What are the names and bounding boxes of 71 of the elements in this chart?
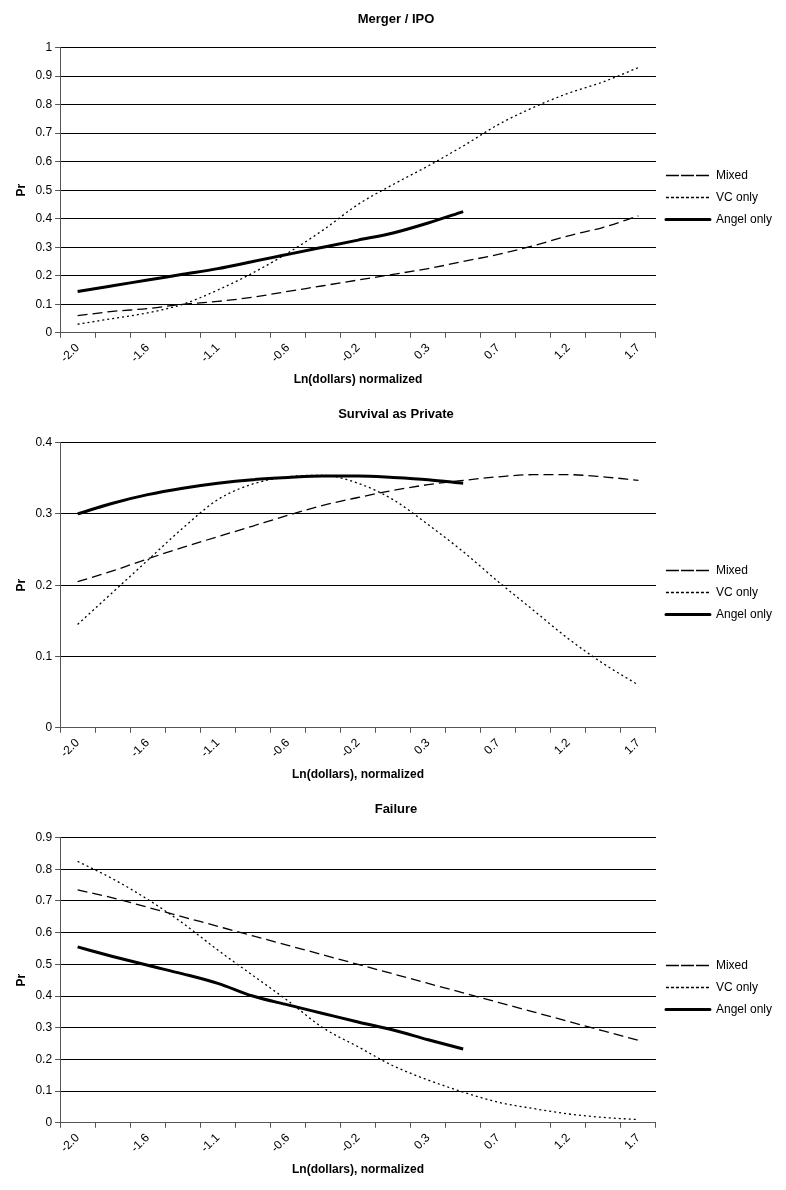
legend-label: VC only (715, 584, 758, 599)
y-tick-label: 0.2 (35, 1051, 53, 1066)
x-tick-label: -0.6 (267, 1130, 293, 1155)
y-tick-label: 0.7 (35, 125, 53, 140)
x-tick-label: -2.0 (57, 1130, 83, 1155)
x-tick-label: -2.0 (57, 735, 83, 760)
y-tick-label: 0.1 (35, 648, 53, 663)
y-tick-label: 0.5 (35, 956, 53, 971)
y-tick-label: 0 (45, 1115, 53, 1130)
x-tick-label: 0.7 (480, 735, 503, 758)
y-tick-label: 0.9 (35, 829, 53, 844)
x-tick-label: 0.3 (410, 1130, 433, 1153)
y-tick-label: 0.8 (35, 96, 53, 111)
y-axis-title: Pr (13, 973, 28, 987)
x-tick-label: -1.1 (197, 735, 223, 760)
x-tick-label: -2.0 (57, 340, 83, 365)
chart-title: Failure (374, 801, 418, 817)
x-tick-label: 1.7 (621, 735, 644, 758)
x-tick-label: 0.3 (410, 340, 433, 363)
x-tick-label: -1.1 (197, 340, 223, 365)
legend-label: Mixed (715, 562, 748, 577)
y-axis-title: Pr (13, 578, 28, 592)
y-tick-label: 1 (45, 39, 53, 54)
x-tick-label: 1.7 (621, 340, 644, 363)
x-axis-title: Ln(dollars) normalized (293, 372, 423, 387)
y-tick-label: 0.1 (35, 1083, 53, 1098)
y-tick-label: 0.4 (35, 988, 53, 1003)
legend-label: Angel only (715, 1001, 773, 1016)
legend-label: Mixed (715, 957, 748, 972)
x-tick-label: 1.2 (551, 1130, 574, 1153)
x-tick-label: 1.2 (551, 340, 574, 363)
y-tick-label: 0.4 (35, 211, 53, 226)
y-tick-label: 0.4 (35, 434, 53, 449)
y-tick-label: 0.6 (35, 153, 53, 168)
y-tick-label: 0.2 (35, 577, 53, 592)
chart-title: Merger / IPO (357, 11, 435, 27)
y-tick-label: 0 (45, 325, 53, 340)
y-tick-label: 0.5 (35, 182, 53, 197)
x-tick-label: 1.2 (551, 735, 574, 758)
x-tick-label: -0.2 (337, 1130, 363, 1155)
legend-label: VC only (715, 189, 758, 204)
x-tick-label: -1.6 (127, 1130, 153, 1155)
x-tick-label: -1.1 (197, 1130, 223, 1155)
y-tick-label: 0.9 (35, 68, 53, 83)
legend-label: Angel only (715, 211, 773, 226)
legend-label: Mixed (715, 167, 748, 182)
legend-label: Angel only (715, 606, 773, 621)
y-tick-label: 0.7 (35, 893, 53, 908)
x-tick-label: -1.6 (127, 735, 153, 760)
x-tick-label: -0.6 (267, 340, 293, 365)
y-tick-label: 0.3 (35, 1020, 53, 1035)
y-axis-title: Pr (13, 183, 28, 197)
y-tick-label: 0.1 (35, 296, 53, 311)
x-axis-title: Ln(dollars), normalized (292, 767, 425, 782)
x-tick-label: -0.2 (337, 735, 363, 760)
y-tick-label: 0.3 (35, 506, 53, 521)
y-tick-label: 0.3 (35, 239, 53, 254)
x-tick-label: 0.7 (480, 1130, 503, 1153)
y-tick-label: 0.6 (35, 924, 53, 939)
x-tick-label: -0.2 (337, 340, 363, 365)
legend-label: VC only (715, 979, 758, 994)
x-tick-label: 0.3 (410, 735, 433, 758)
y-tick-label: 0.8 (35, 861, 53, 876)
x-tick-label: 1.7 (621, 1130, 644, 1153)
chart-title: Survival as Private (338, 406, 454, 422)
x-axis-title: Ln(dollars), normalized (292, 1162, 425, 1177)
x-tick-label: -1.6 (127, 340, 153, 365)
y-tick-label: 0 (45, 720, 53, 735)
x-tick-label: 0.7 (480, 340, 503, 363)
x-tick-label: -0.6 (267, 735, 293, 760)
y-tick-label: 0.2 (35, 268, 53, 283)
